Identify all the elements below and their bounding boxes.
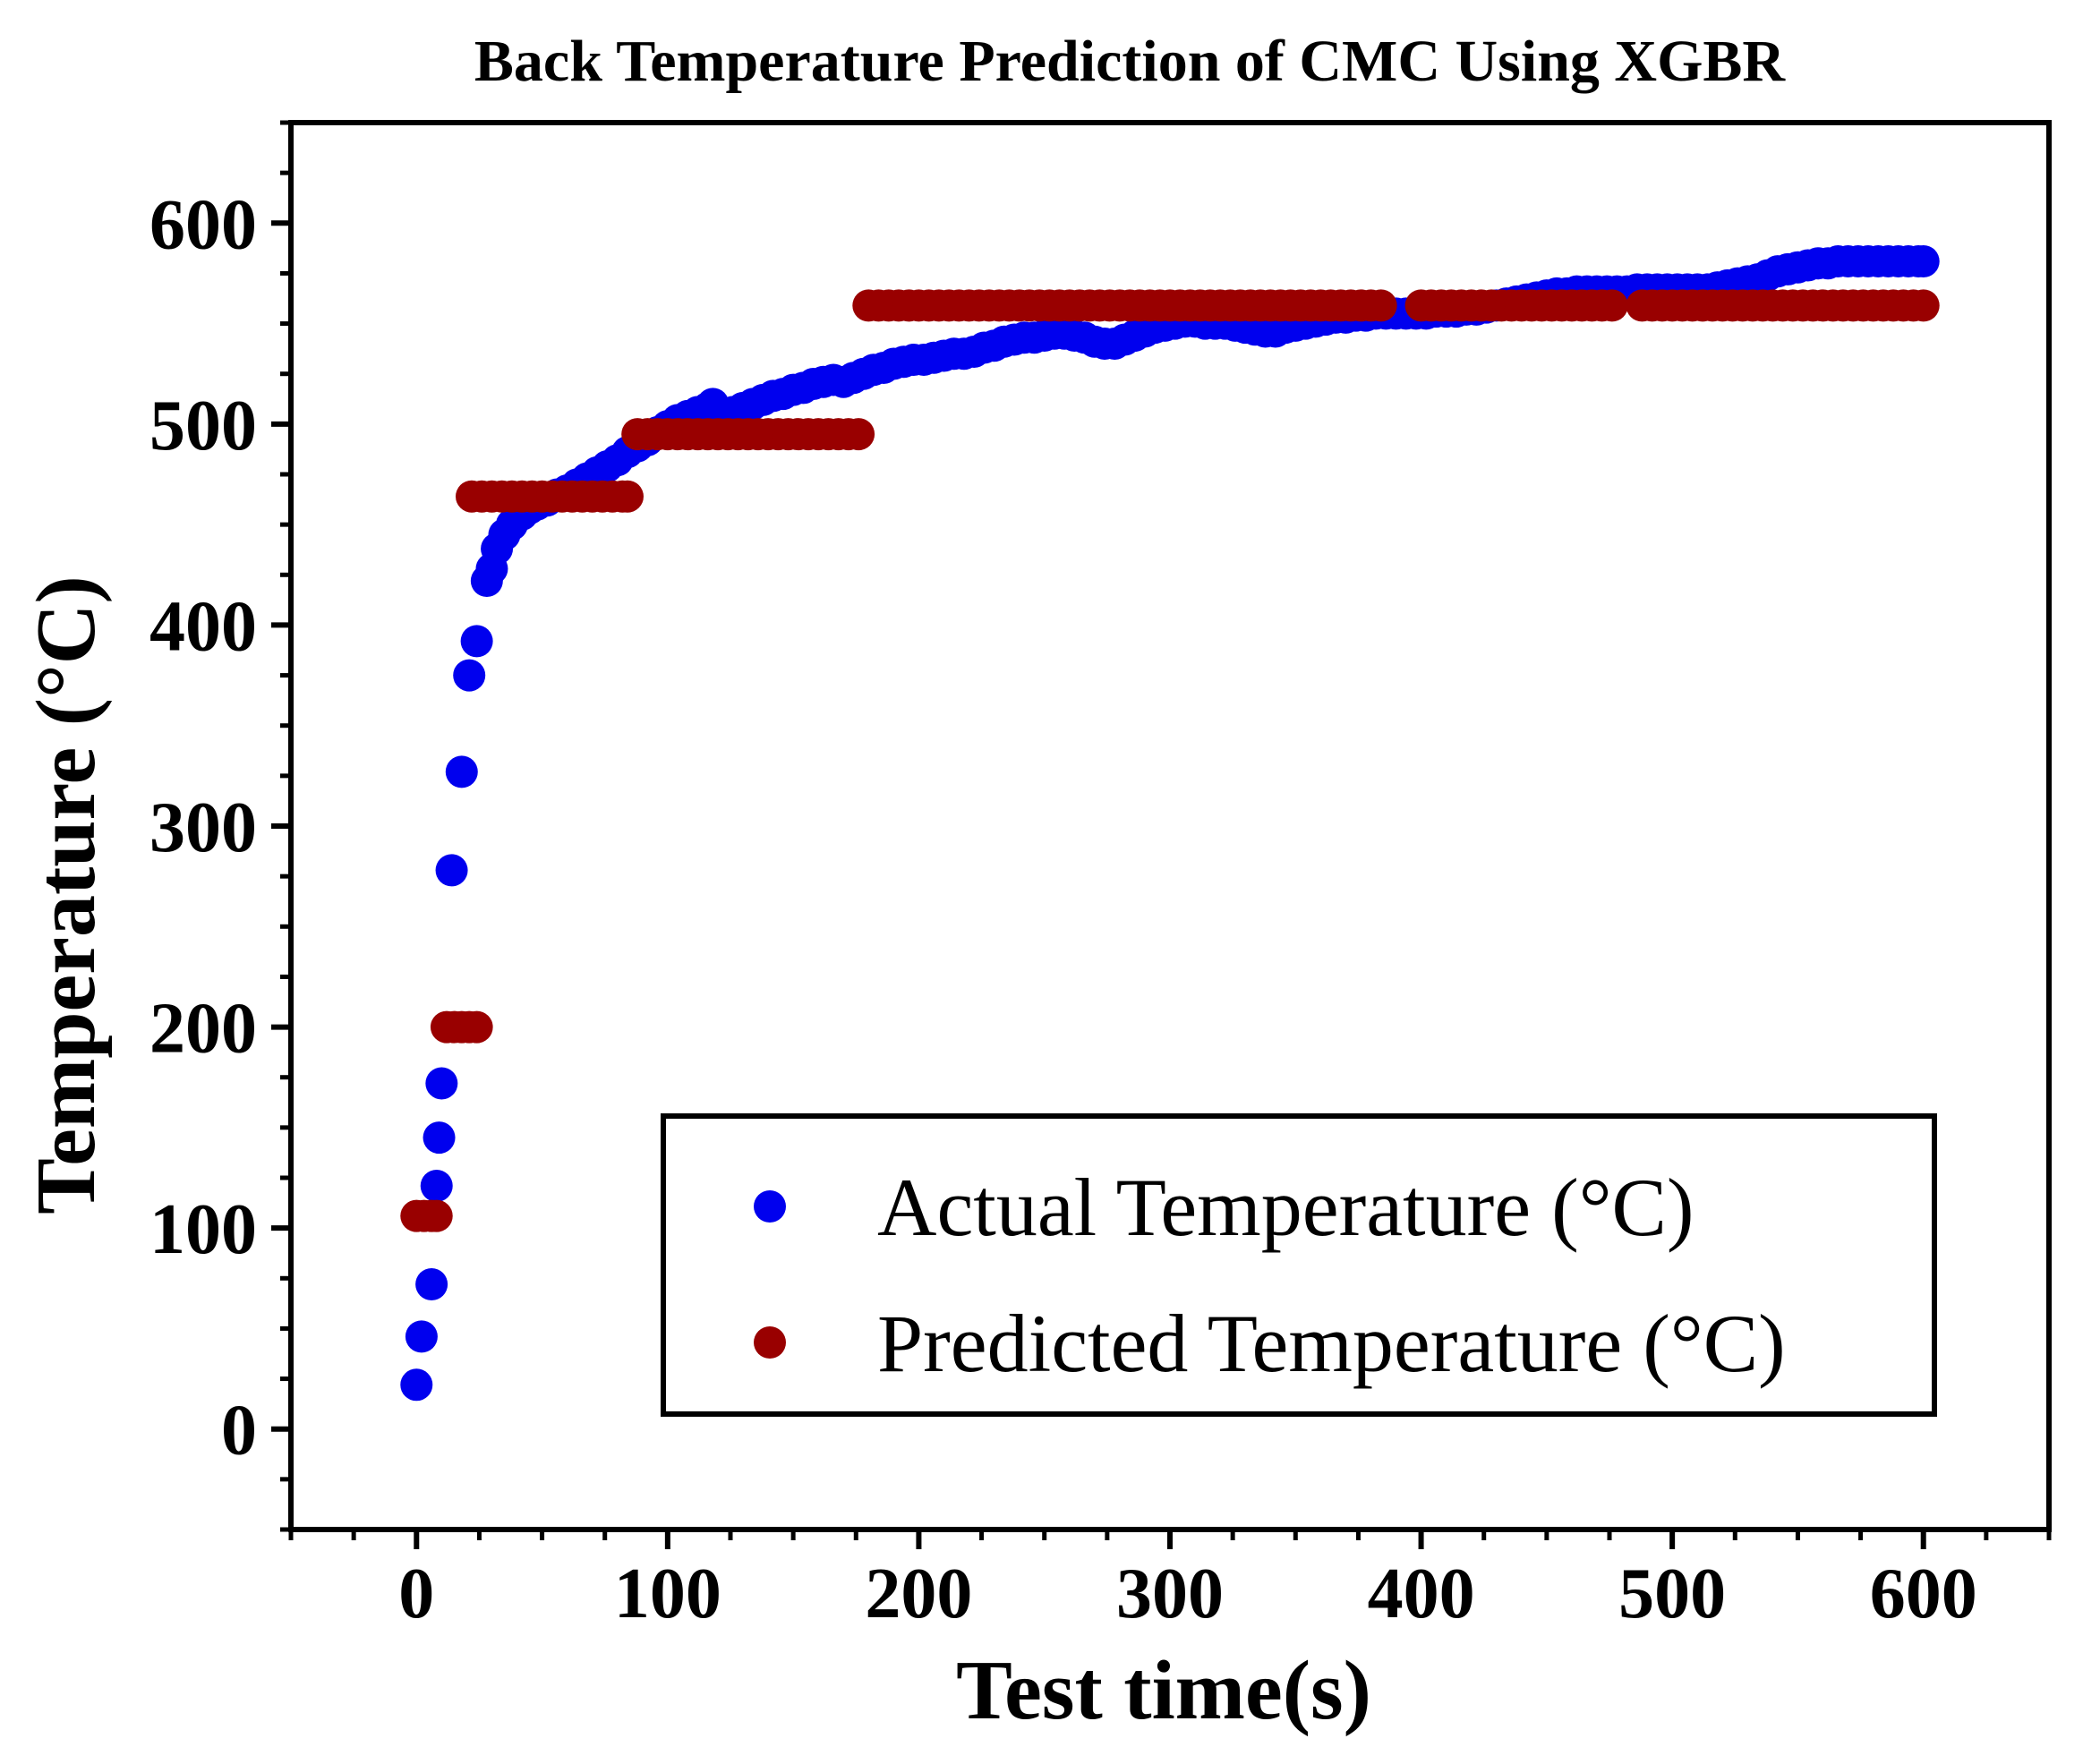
- predicted-point: [460, 1010, 493, 1044]
- y-tick-label: 500: [149, 387, 257, 465]
- predicted-point: [1595, 289, 1628, 322]
- chart-title: Back Temperature Prediction of CMC Using…: [474, 29, 1787, 94]
- y-tick-label: 200: [149, 990, 257, 1069]
- predicted-point: [610, 480, 644, 513]
- actual-point: [400, 1368, 433, 1402]
- y-tick-label: 0: [221, 1392, 257, 1470]
- actual-point: [425, 1067, 458, 1100]
- legend-box: [661, 1113, 1937, 1417]
- legend-label-actual: Actual Temperature (°C): [877, 1162, 1695, 1253]
- legend: Actual Temperature (°C) Predicted Temper…: [661, 1113, 1937, 1417]
- predicted-point: [420, 1199, 453, 1232]
- x-tick-label: 200: [865, 1555, 972, 1633]
- actual-point: [445, 755, 478, 788]
- actual-point: [405, 1320, 438, 1353]
- x-tick-label: 100: [614, 1555, 721, 1633]
- actual-point: [435, 854, 468, 887]
- axes: 0 100 200 300 400 500 600 0 100 200 300 400 500 600: [149, 120, 2052, 1633]
- x-tick-label: 300: [1116, 1555, 1224, 1633]
- actual-point: [460, 625, 493, 658]
- y-tick-label: 600: [149, 185, 257, 264]
- actual-point: [420, 1169, 453, 1202]
- legend-label-predicted: Predicted Temperature (°C): [877, 1298, 1786, 1389]
- actual-point: [415, 1268, 448, 1301]
- predicted-point: [1364, 289, 1397, 322]
- series-predicted: [400, 289, 1940, 1232]
- x-tick-label: 400: [1368, 1555, 1475, 1633]
- x-tick-label: 0: [398, 1555, 434, 1633]
- y-tick-label: 300: [149, 788, 257, 867]
- legend-marker-actual: [754, 1190, 786, 1223]
- y-tick-label: 100: [149, 1190, 257, 1269]
- data-points: [400, 244, 1940, 1402]
- y-axis-title: Temperature (°C): [20, 575, 113, 1214]
- predicted-point: [842, 418, 875, 451]
- x-axis-title: Test time(s): [956, 1644, 1371, 1737]
- actual-point: [453, 659, 486, 692]
- legend-marker-predicted: [754, 1326, 786, 1359]
- actual-point: [423, 1121, 456, 1155]
- actual-point: [1907, 244, 1940, 277]
- series-actual: [400, 244, 1940, 1402]
- x-tick-label: 500: [1618, 1555, 1726, 1633]
- predicted-point: [1907, 289, 1940, 322]
- x-tick-label: 600: [1870, 1555, 1977, 1633]
- y-tick-label: 400: [149, 587, 257, 666]
